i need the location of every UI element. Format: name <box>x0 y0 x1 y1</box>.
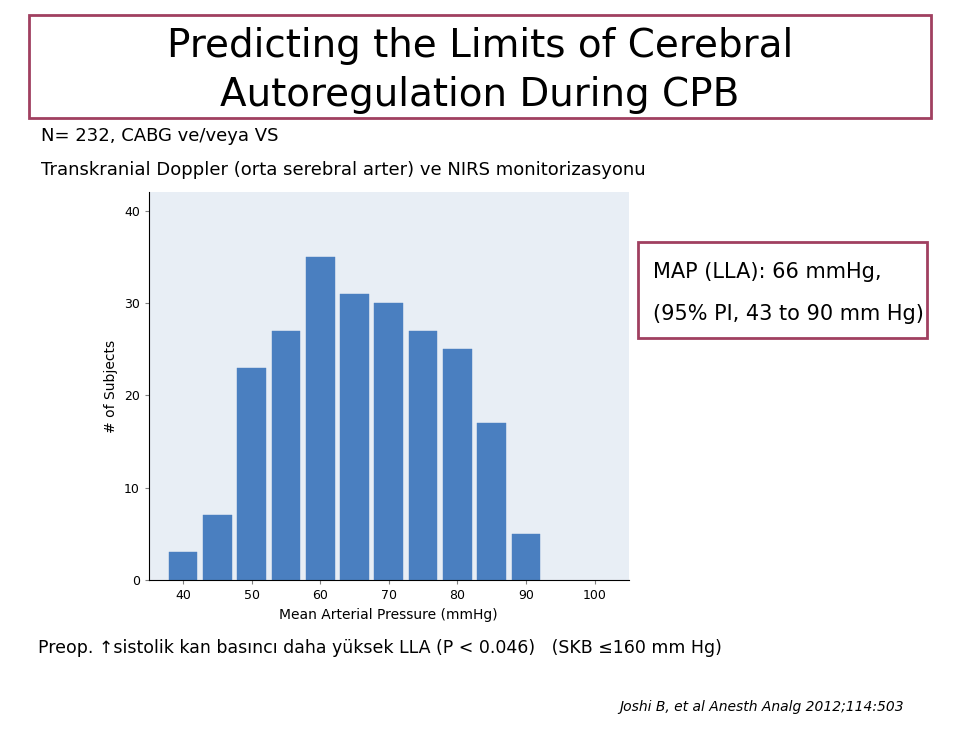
Bar <box>340 293 369 580</box>
Bar <box>306 256 335 580</box>
Text: Transkranial Doppler (orta serebral arter) ve NIRS monitorizasyonu: Transkranial Doppler (orta serebral arte… <box>41 161 646 179</box>
Y-axis label: # of Subjects: # of Subjects <box>105 339 118 433</box>
FancyBboxPatch shape <box>29 15 931 118</box>
Text: Preop. ↑sistolik kan basıncı daha yüksek LLA (P < 0.046)   (SKB ≤160 mm Hg): Preop. ↑sistolik kan basıncı daha yüksek… <box>37 639 722 658</box>
Bar <box>477 423 506 580</box>
Bar <box>374 303 403 580</box>
Bar <box>512 534 540 580</box>
X-axis label: Mean Arterial Pressure (mmHg): Mean Arterial Pressure (mmHg) <box>279 607 498 621</box>
Text: MAP (LLA): 66 mmHg,: MAP (LLA): 66 mmHg, <box>654 262 882 282</box>
Text: Predicting the Limits of Cerebral: Predicting the Limits of Cerebral <box>167 27 793 65</box>
FancyBboxPatch shape <box>638 242 926 338</box>
Bar <box>272 330 300 580</box>
Text: Joshi B, et al Anesth Analg 2012;114:503: Joshi B, et al Anesth Analg 2012;114:503 <box>619 701 904 714</box>
Text: (95% PI, 43 to 90 mm Hg): (95% PI, 43 to 90 mm Hg) <box>654 304 924 324</box>
Bar <box>237 368 266 580</box>
Bar <box>409 330 438 580</box>
Text: Autoregulation During CPB: Autoregulation During CPB <box>220 76 740 115</box>
Bar <box>203 516 231 580</box>
Bar <box>169 553 198 580</box>
Text: N= 232, CABG ve/veya VS: N= 232, CABG ve/veya VS <box>41 127 278 145</box>
Bar <box>443 349 471 580</box>
